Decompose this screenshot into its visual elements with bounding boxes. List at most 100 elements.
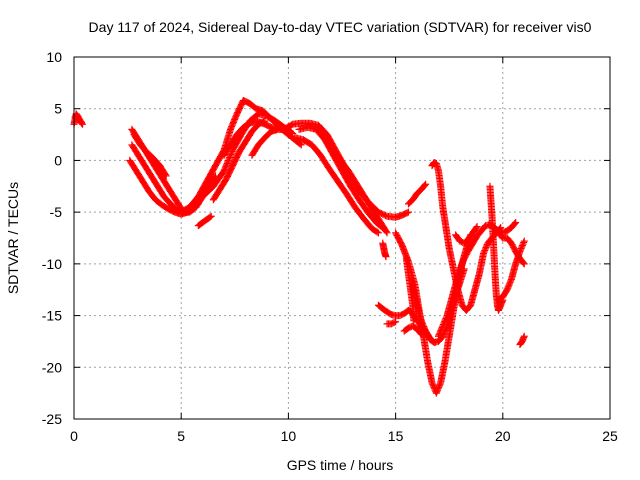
y-tick-label: -5 — [50, 204, 63, 220]
data-point — [483, 242, 491, 250]
data-point — [456, 265, 464, 273]
data-point — [435, 383, 443, 391]
data-series — [452, 223, 481, 247]
data-point — [419, 321, 427, 329]
data-point — [221, 164, 229, 172]
data-point — [457, 262, 465, 270]
data-point — [162, 172, 170, 180]
data-point — [224, 156, 232, 164]
data-point — [421, 181, 429, 189]
data-point — [480, 248, 488, 256]
data-point — [223, 161, 231, 169]
data-point — [437, 326, 445, 334]
data-point — [227, 151, 235, 159]
data-point — [519, 259, 527, 267]
y-tick-label: -25 — [42, 411, 62, 427]
x-tick-label: 0 — [70, 428, 78, 444]
data-series — [130, 131, 170, 180]
data-series — [383, 318, 400, 328]
data-point — [518, 242, 526, 250]
data-series — [295, 123, 387, 232]
data-point — [436, 380, 444, 388]
data-series — [194, 212, 215, 230]
data-point — [520, 260, 528, 268]
y-tick-label: -20 — [42, 359, 62, 375]
data-point — [161, 171, 169, 179]
data-point — [520, 237, 528, 245]
x-tick-label: 25 — [602, 428, 618, 444]
data-point — [432, 389, 440, 397]
data-point — [512, 218, 520, 226]
data-series — [338, 158, 391, 237]
data-point — [224, 158, 232, 166]
data-point — [482, 244, 490, 252]
data-point — [481, 245, 489, 253]
data-point — [297, 141, 305, 149]
data-point — [441, 316, 449, 324]
data-point — [382, 228, 390, 236]
data-point — [434, 386, 442, 394]
data-point — [520, 332, 528, 340]
data-point — [459, 258, 467, 266]
data-series — [495, 237, 528, 304]
y-tick-label: -10 — [42, 256, 62, 272]
data-point — [226, 153, 234, 161]
data-points — [70, 96, 528, 397]
data-point — [440, 319, 448, 327]
data-series — [71, 113, 86, 126]
data-point — [481, 247, 489, 255]
data-point — [458, 261, 466, 269]
data-point — [225, 155, 233, 163]
data-point — [418, 318, 426, 326]
data-point — [433, 388, 441, 396]
data-point — [392, 318, 400, 326]
data-point — [472, 224, 480, 232]
data-point — [390, 318, 398, 326]
data-point — [78, 118, 86, 126]
data-point — [383, 229, 391, 237]
data-point — [504, 283, 512, 291]
x-tick-label: 20 — [495, 428, 511, 444]
data-point — [438, 323, 446, 331]
data-point — [220, 167, 228, 175]
data-point — [410, 317, 418, 325]
data-point — [76, 117, 84, 125]
data-series — [404, 180, 430, 208]
data-series — [188, 110, 297, 211]
data-point — [439, 322, 447, 330]
data-point — [207, 212, 215, 220]
x-tick-label: 10 — [281, 428, 297, 444]
data-point — [441, 317, 449, 325]
data-point — [435, 382, 443, 390]
chart-title: Day 117 of 2024, Sidereal Day-to-day VTE… — [89, 19, 592, 35]
data-point — [511, 220, 519, 228]
data-point — [517, 246, 525, 254]
data-point — [458, 259, 466, 267]
data-point — [382, 253, 390, 261]
data-point — [420, 324, 428, 332]
data-point — [434, 385, 442, 393]
data-point — [417, 317, 425, 325]
data-series — [291, 134, 382, 237]
data-point — [428, 379, 436, 387]
y-tick-label: 0 — [54, 152, 62, 168]
x-axis-title: GPS time / hours — [287, 457, 394, 473]
data-point — [505, 281, 513, 289]
data-point — [221, 165, 229, 173]
data-point — [403, 209, 411, 217]
y-tick-label: 10 — [46, 49, 62, 65]
data-point — [436, 328, 444, 336]
data-point — [517, 244, 525, 252]
y-axis-title: SDTVAR / TECUs — [5, 182, 21, 294]
grid — [74, 57, 610, 419]
data-point — [419, 320, 427, 328]
data-point — [504, 284, 512, 292]
data-series — [516, 332, 528, 349]
data-point — [429, 380, 437, 388]
data-point — [473, 223, 481, 231]
data-point — [442, 315, 450, 323]
y-tick-label: 5 — [54, 101, 62, 117]
data-series — [209, 117, 269, 204]
